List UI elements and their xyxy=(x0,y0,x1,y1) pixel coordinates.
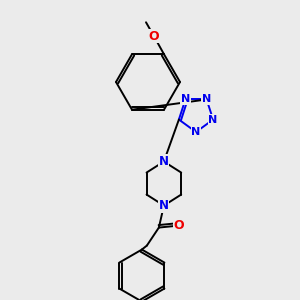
Text: O: O xyxy=(174,219,184,232)
Text: N: N xyxy=(191,127,201,137)
Text: N: N xyxy=(159,199,169,212)
Text: O: O xyxy=(149,30,159,43)
Text: N: N xyxy=(208,115,218,124)
Text: N: N xyxy=(181,94,190,104)
Text: N: N xyxy=(202,94,211,104)
Text: N: N xyxy=(159,155,169,168)
